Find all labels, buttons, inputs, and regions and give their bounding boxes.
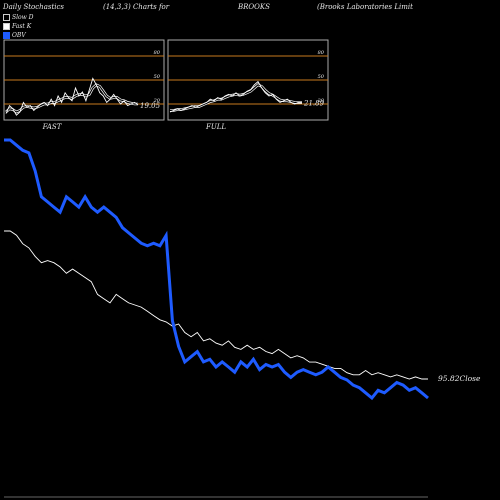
- chart-symbol: BROOKS: [238, 3, 270, 11]
- legend-swatch-slow-d: [3, 14, 10, 21]
- full-tick-label-50: 50: [318, 74, 325, 80]
- obv-line: [4, 138, 429, 401]
- fast-fast-k-line: [5, 77, 139, 116]
- legend-item-obv: OBV: [3, 31, 34, 40]
- legend-label-fast-k: Fast K: [12, 23, 32, 30]
- fast-tick-label-20: 20: [153, 98, 161, 104]
- full-panel-title: FULL: [205, 123, 226, 131]
- close-line: [4, 230, 428, 380]
- close-value-label: 95.82Close: [438, 374, 481, 383]
- full-tick-label-20: 20: [317, 98, 325, 104]
- legend-label-slow-d: Slow D: [12, 14, 34, 21]
- fast-tick-label-80: 80: [154, 50, 161, 56]
- legend: Slow D Fast K OBV: [3, 13, 34, 40]
- legend-label-obv: OBV: [12, 32, 26, 39]
- chart-title: Daily Stochastics: [3, 3, 65, 11]
- fast-panel-title: FAST: [42, 123, 63, 131]
- full-tick-label-80: 80: [318, 50, 325, 56]
- full-fast-k-line: [169, 80, 302, 113]
- full-value-label: 21.89: [303, 99, 325, 107]
- fast-value-label: 19.05: [140, 102, 161, 110]
- chart-params: (14,3,3) Charts for: [103, 3, 170, 11]
- full-slow-d-line: [170, 84, 302, 112]
- chart-company: (Brooks Laboratories Limit: [317, 3, 413, 11]
- legend-item-slow-d: Slow D: [3, 13, 34, 22]
- legend-swatch-fast-k: [3, 23, 10, 30]
- legend-item-fast-k: Fast K: [3, 22, 34, 31]
- legend-swatch-obv: [3, 32, 10, 39]
- fast-tick-label-50: 50: [154, 74, 161, 80]
